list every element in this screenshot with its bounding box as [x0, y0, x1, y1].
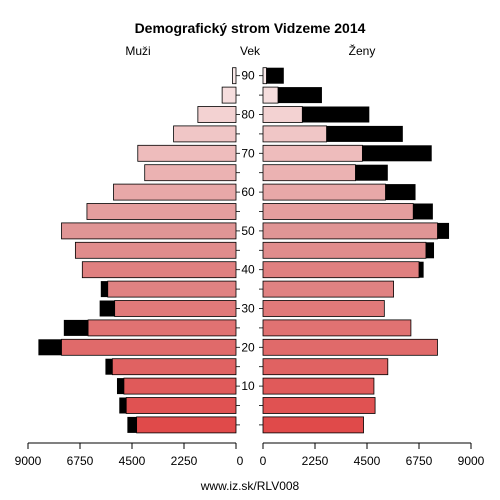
men-surplus-bar [116, 378, 124, 395]
men-surplus-bar [127, 416, 137, 433]
age-tick-label: 40 [241, 263, 255, 277]
men-bar [137, 144, 237, 162]
women-surplus-bar [362, 145, 432, 162]
age-tick-label: 10 [241, 379, 255, 393]
women-bar [262, 144, 363, 162]
men-bar [197, 106, 237, 123]
women-surplus-bar [413, 203, 433, 220]
women-bar [262, 203, 414, 220]
women-x-tick-label: 2250 [302, 454, 329, 468]
age-tick-label: 80 [241, 108, 255, 122]
women-surplus-bar [385, 184, 416, 201]
men-bar [87, 319, 237, 337]
women-surplus-bar [278, 87, 322, 104]
women-bar [262, 280, 394, 298]
women-x-tick-label: 4500 [354, 454, 381, 468]
women-bar [262, 125, 327, 143]
women-surplus-bar [302, 106, 370, 123]
women-bar [262, 338, 438, 356]
men-bar [144, 164, 237, 182]
women-x-tick-label: 6750 [406, 454, 433, 468]
men-bar [86, 203, 237, 220]
age-tick-label: 50 [241, 224, 255, 238]
bars-group [38, 67, 450, 434]
men-bar [61, 338, 237, 356]
men-bar [125, 397, 237, 414]
men-bar [81, 261, 237, 279]
men-header: Muži [125, 44, 150, 58]
age-header: Vek [240, 44, 261, 58]
women-surplus-bar [437, 222, 450, 239]
men-bar [173, 125, 237, 143]
women-surplus-bar [355, 164, 388, 181]
men-surplus-bar [100, 281, 108, 298]
women-bar [262, 106, 303, 123]
men-bar [221, 86, 237, 104]
men-surplus-bar [119, 397, 127, 414]
age-tick-label: 90 [241, 69, 255, 83]
chart-title: Demografický strom Vidzeme 2014 [135, 20, 366, 36]
men-surplus-bar [105, 358, 113, 375]
footer-url: www.iz.sk/RLV008 [200, 479, 300, 493]
women-x-tick-label: 0 [260, 454, 267, 468]
men-bar [111, 358, 237, 376]
men-bar [232, 67, 237, 85]
women-bar [262, 241, 427, 259]
men-bar [74, 241, 237, 259]
men-surplus-bar [63, 319, 89, 336]
men-bar [123, 377, 237, 395]
men-x-tick-label: 6750 [67, 454, 94, 468]
women-bar [262, 358, 389, 376]
women-bar [262, 300, 385, 317]
women-bar [262, 397, 376, 414]
men-bar [136, 416, 237, 434]
women-surplus-bar [419, 261, 424, 278]
men-bar [114, 300, 237, 317]
women-bar [262, 67, 267, 85]
women-x-tick-label: 9000 [458, 454, 485, 468]
age-tick-label: 70 [241, 146, 255, 160]
men-x-tick-label: 4500 [119, 454, 146, 468]
men-x-tick-label: 0 [237, 454, 244, 468]
women-bar [262, 261, 420, 279]
women-bar [262, 164, 356, 182]
women-bar [262, 416, 364, 434]
men-surplus-bar [99, 300, 115, 317]
women-bar [262, 319, 412, 337]
men-x-tick-label: 2250 [171, 454, 198, 468]
men-surplus-bar [38, 339, 62, 356]
men-bar [107, 280, 237, 298]
men-bar [113, 183, 237, 201]
women-surplus-bar [326, 125, 403, 142]
age-tick-label: 20 [241, 340, 255, 354]
women-surplus-bar [266, 67, 284, 84]
women-bar [262, 377, 375, 395]
men-x-tick-label: 9000 [15, 454, 42, 468]
women-header: Ženy [349, 43, 376, 58]
age-tick-label: 30 [241, 302, 255, 316]
women-bar [262, 183, 386, 201]
women-bar [262, 86, 279, 104]
women-surplus-bar [425, 242, 435, 259]
age-tick-label: 60 [241, 185, 255, 199]
women-bar [262, 222, 438, 240]
men-bar [61, 222, 237, 240]
